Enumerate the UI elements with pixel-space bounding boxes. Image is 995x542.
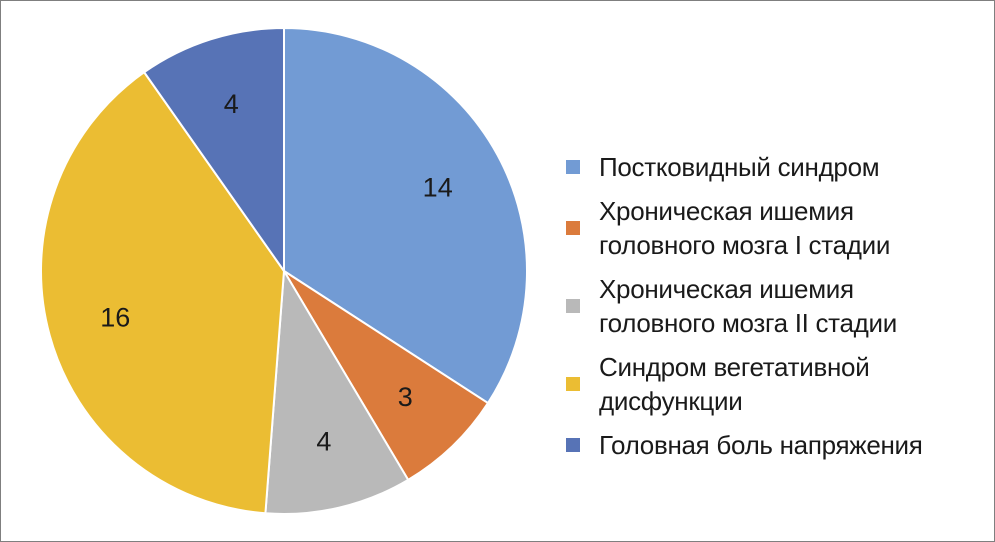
legend-label: Синдром вегетативной дисфункции: [599, 352, 870, 416]
legend-item-vegetative: Синдром вегетативной дисфункции: [566, 350, 976, 418]
pie-chart: 14 3 4 16 4: [40, 26, 528, 515]
legend-item-postcovid: Постковидный синдром: [566, 150, 976, 184]
legend-label: Хроническая ишемия головного мозга II ст…: [599, 274, 897, 338]
legend-swatch: [566, 221, 580, 235]
slice-value-label: 4: [316, 426, 331, 456]
legend-item-ischemia-1: Хроническая ишемия головного мозга I ста…: [566, 194, 976, 262]
pie-slice: [142, 26, 285, 275]
legend-swatch: [566, 438, 580, 452]
slice-value-label: 16: [100, 302, 130, 332]
slice-value-label: 14: [423, 172, 453, 202]
slice-value-label: 3: [398, 382, 413, 412]
legend-item-tension-headache: Головная боль напряжения: [566, 428, 976, 462]
pie-slice: [283, 270, 490, 482]
legend-label: Постковидный синдром: [599, 152, 880, 182]
legend-item-ischemia-2: Хроническая ишемия головного мозга II ст…: [566, 272, 976, 340]
slice-value-label: 4: [224, 89, 239, 119]
pie-slice: [264, 267, 410, 515]
legend-swatch: [566, 299, 580, 313]
legend-label: Хроническая ишемия головного мозга I ста…: [599, 196, 891, 260]
legend-swatch: [566, 160, 580, 174]
legend-swatch: [566, 377, 580, 391]
legend: Постковидный синдром Хроническая ишемия …: [566, 150, 976, 472]
legend-label: Головная боль напряжения: [599, 430, 923, 460]
pie-slice: [40, 70, 286, 515]
